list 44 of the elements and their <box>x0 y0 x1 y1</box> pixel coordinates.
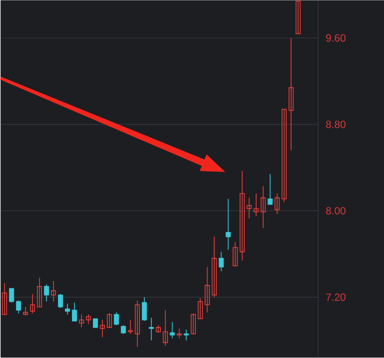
candlestick <box>23 306 28 316</box>
candlestick <box>246 197 252 219</box>
candlestick <box>212 236 217 298</box>
candlestick <box>296 0 301 34</box>
candlestick <box>86 314 91 325</box>
candlestick <box>30 294 36 314</box>
candlestick <box>64 303 70 315</box>
candlestick <box>254 193 259 217</box>
candlestick <box>148 317 154 341</box>
candlestick <box>100 320 105 338</box>
candlestick <box>9 288 14 304</box>
candlestick <box>106 313 112 328</box>
candlestick <box>218 251 224 272</box>
candlestick <box>240 170 245 261</box>
candlestick <box>226 198 231 250</box>
candlestick <box>2 282 8 315</box>
candlestick <box>134 300 140 348</box>
y-tick-label: 7.20 <box>326 294 346 301</box>
candlestick <box>170 322 175 339</box>
candlestick <box>260 186 266 229</box>
candlestick <box>44 284 49 302</box>
candlestick <box>142 296 147 322</box>
y-tick-label: 8.00 <box>326 207 346 215</box>
candlestick <box>198 298 203 320</box>
candlestick <box>37 277 42 308</box>
candlestick <box>78 314 84 328</box>
candlestick <box>128 320 133 334</box>
candlestick <box>176 328 182 339</box>
candlestick <box>268 174 273 205</box>
candlestick <box>50 280 56 302</box>
candlestick <box>288 38 294 151</box>
y-tick-label: 8.80 <box>326 120 346 128</box>
candlestick <box>274 193 280 214</box>
candlestick <box>58 294 63 308</box>
candlestick <box>16 300 22 314</box>
candlestick <box>190 313 196 334</box>
candlestick <box>114 312 119 326</box>
candlestick <box>232 242 238 266</box>
candlestick <box>204 266 210 313</box>
candlestick <box>162 310 168 346</box>
candlestick <box>184 329 189 341</box>
candlestick <box>282 108 287 203</box>
y-tick-label: 9.60 <box>326 34 346 42</box>
candlestick <box>72 302 77 322</box>
